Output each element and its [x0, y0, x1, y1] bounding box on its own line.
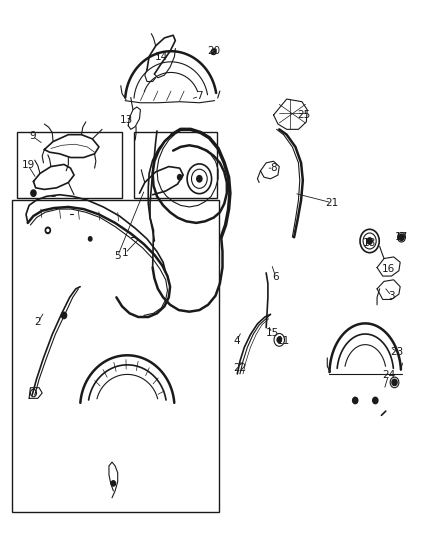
Bar	[134, 132, 217, 198]
Circle shape	[197, 175, 202, 182]
Circle shape	[367, 238, 372, 244]
Text: 23: 23	[391, 346, 404, 357]
Text: 24: 24	[382, 370, 395, 381]
Text: 17: 17	[395, 232, 408, 243]
Text: 25: 25	[297, 110, 311, 120]
Text: 7: 7	[196, 91, 203, 101]
Circle shape	[373, 397, 378, 403]
Text: 13: 13	[120, 115, 133, 125]
Text: 15: 15	[265, 328, 279, 338]
Text: 6: 6	[272, 272, 279, 282]
Text: 8: 8	[270, 163, 277, 173]
Circle shape	[399, 234, 404, 240]
Circle shape	[177, 174, 182, 180]
Bar	[17, 132, 122, 198]
Circle shape	[111, 481, 116, 486]
Circle shape	[88, 237, 92, 241]
Text: 9: 9	[29, 131, 36, 141]
Bar	[12, 199, 219, 512]
Text: 22: 22	[233, 362, 247, 373]
Circle shape	[277, 337, 282, 343]
Text: 16: 16	[382, 264, 395, 274]
Text: 2: 2	[35, 317, 41, 327]
Text: 18: 18	[363, 238, 376, 247]
Circle shape	[31, 190, 36, 196]
Text: 3: 3	[388, 290, 395, 301]
Text: 20: 20	[207, 46, 220, 56]
Circle shape	[47, 229, 49, 231]
Text: 1: 1	[122, 248, 128, 258]
Text: 4: 4	[233, 336, 240, 346]
Text: 14: 14	[155, 52, 168, 61]
Circle shape	[392, 379, 397, 385]
Text: 19: 19	[21, 160, 35, 171]
Circle shape	[61, 312, 67, 319]
Circle shape	[353, 397, 358, 403]
Text: 11: 11	[277, 336, 290, 346]
Circle shape	[45, 227, 50, 233]
Text: 5: 5	[114, 251, 121, 261]
Text: 21: 21	[325, 198, 338, 208]
